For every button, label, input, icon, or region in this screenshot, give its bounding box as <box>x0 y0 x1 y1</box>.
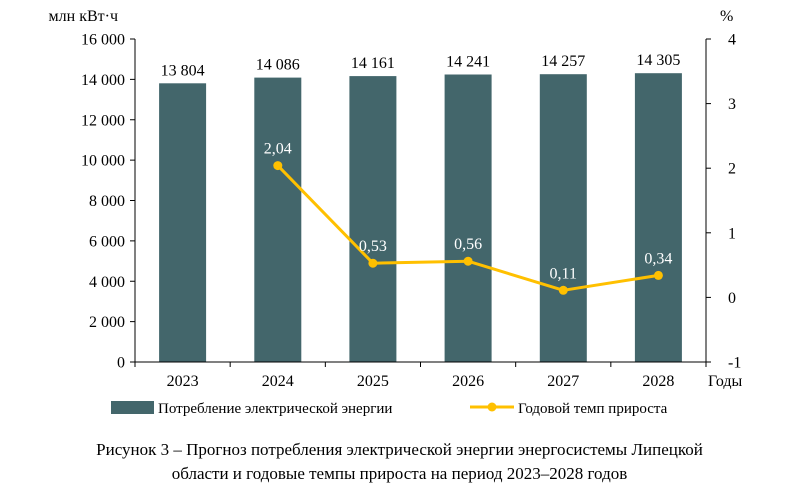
left-tick-label: 10 000 <box>81 153 125 170</box>
x-tick-label: 2025 <box>357 373 389 390</box>
x-tick-label: 2027 <box>547 373 579 390</box>
legend-line-marker <box>487 402 497 412</box>
legend-line-label: Годовой темп прироста <box>518 401 668 417</box>
growth-rate-point-2027 <box>558 285 568 295</box>
growth-rate-value-label: 0,11 <box>550 265 577 282</box>
axes: 0 2 000 4 000 6 000 8 000 10 000 12 000 14 000 1… <box>49 8 743 390</box>
growth-rate-value-label: 2,04 <box>264 141 292 158</box>
legend-bar-swatch <box>111 401 154 414</box>
growth-rate-point-2026 <box>463 256 473 266</box>
growth-rate-value-label: 0,34 <box>644 250 672 267</box>
bar-value-label: 13 804 <box>161 62 205 79</box>
left-tick-label: 4 000 <box>89 274 125 291</box>
x-axis-label: Годы <box>708 373 743 390</box>
data-labels: 13 804 14 086 14 161 14 241 14 257 14 305 2,04… <box>161 52 681 282</box>
bar-value-label: 14 086 <box>256 57 300 74</box>
growth-rate-value-label: 0,53 <box>359 238 387 255</box>
legend-bar-label: Потребление электрической энергии <box>158 401 392 417</box>
x-tick-label: 2028 <box>642 373 674 390</box>
growth-rate-point-2028 <box>653 270 663 280</box>
legend: Потребление электрической энергии Годовой… <box>111 401 668 417</box>
right-tick-label: 0 <box>728 290 736 307</box>
growth-rate-series <box>273 161 663 295</box>
bar-2024 <box>254 77 302 362</box>
bar-2027 <box>539 74 587 362</box>
bar-value-label: 14 257 <box>541 53 585 70</box>
left-tick-label: 6 000 <box>89 233 125 250</box>
caption-line-2: области и годовые темпы прироста на пери… <box>171 464 628 483</box>
caption-line-1: Рисунок 3 – Прогноз потребления электрич… <box>96 440 703 459</box>
right-tick-label: 4 <box>728 32 736 49</box>
right-tick-label: 2 <box>728 161 736 178</box>
bar-value-label: 14 241 <box>446 54 490 71</box>
right-tick-label: 1 <box>728 225 736 242</box>
left-tick-label: 0 <box>117 355 125 372</box>
left-axis-unit: млн кВт·ч <box>49 8 118 25</box>
growth-rate-point-2025 <box>368 258 378 268</box>
bar-2026 <box>444 74 492 362</box>
x-tick-label: 2024 <box>262 373 294 390</box>
bar-value-label: 14 305 <box>636 52 680 69</box>
x-tick-label: 2023 <box>167 373 199 390</box>
bar-2028 <box>634 73 682 362</box>
left-tick-label: 8 000 <box>89 193 125 210</box>
left-tick-label: 12 000 <box>81 112 125 129</box>
figure-caption: Рисунок 3 – Прогноз потребления электрич… <box>0 438 799 486</box>
x-tick-label: 2026 <box>452 373 484 390</box>
bar-2023 <box>159 83 207 363</box>
bar-series <box>159 73 682 363</box>
left-tick-label: 14 000 <box>81 72 125 89</box>
bar-value-label: 14 161 <box>351 55 395 72</box>
left-tick-label: 16 000 <box>81 32 125 49</box>
right-axis-unit: % <box>720 8 733 25</box>
right-tick-label: 3 <box>728 96 736 113</box>
growth-rate-point-2024 <box>273 161 283 171</box>
bar-2025 <box>349 76 397 362</box>
right-tick-label: -1 <box>728 355 741 372</box>
left-tick-label: 2 000 <box>89 314 125 331</box>
growth-rate-value-label: 0,56 <box>454 236 482 253</box>
